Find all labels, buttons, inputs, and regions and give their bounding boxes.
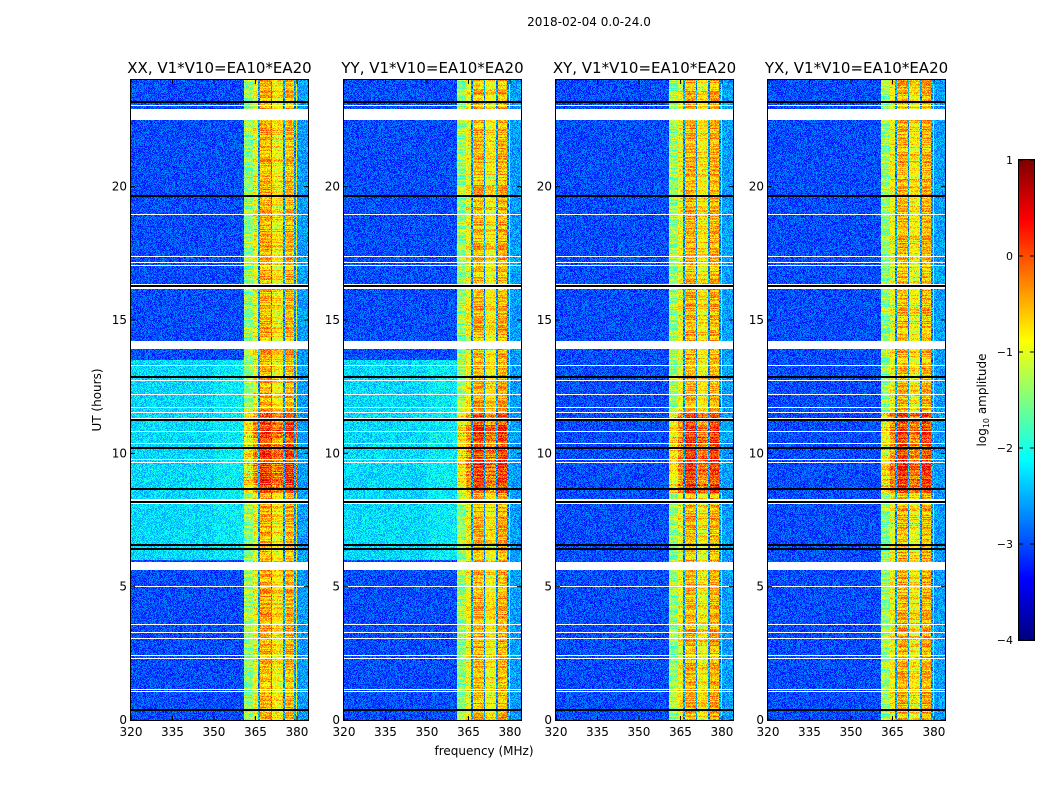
heatmap-xy [556,80,733,720]
x-tick-label: 335 [161,725,184,739]
x-tick-label: 320 [333,725,356,739]
colorbar-tick-label: −3 [997,538,1013,551]
panel-title: YY, V1*V10=EA10*EA20 [340,59,523,77]
y-tick-label: 15 [112,313,127,327]
colorbar-tick-label: −4 [997,634,1013,647]
y-tick-label: 5 [544,580,552,594]
y-tick-label: 20 [749,180,764,194]
y-tick-label: 5 [119,580,127,594]
x-tick-label: 350 [416,725,439,739]
suptitle: 2018-02-04 0.0-24.0 [527,15,651,29]
colorbar-frame [1018,159,1035,641]
y-tick-label: 5 [756,580,764,594]
x-tick-label: 320 [545,725,568,739]
x-tick-label: 350 [628,725,651,739]
y-axis-label: UT (hours) [90,368,104,431]
panel-title: XX, V1*V10=EA10*EA20 [127,59,311,77]
colorbar-tick-label: −1 [997,346,1013,359]
y-tick-label: 0 [332,713,340,727]
y-tick-label: 0 [119,713,127,727]
panel-title: XY, V1*V10=EA10*EA20 [553,59,736,77]
y-tick-label: 10 [112,446,127,460]
y-tick-label: 20 [537,180,552,194]
y-tick-label: 10 [537,446,552,460]
y-tick-label: 20 [325,180,340,194]
y-tick-label: 20 [112,180,127,194]
x-tick-label: 350 [840,725,863,739]
x-tick-label: 380 [922,725,945,739]
x-tick-label: 365 [244,725,267,739]
x-tick-label: 350 [203,725,226,739]
y-tick-label: 15 [325,313,340,327]
colorbar [1019,160,1034,640]
heatmap-xx [131,80,308,720]
y-tick-label: 15 [537,313,552,327]
panel-title: YX, V1*V10=EA10*EA20 [764,59,948,77]
panel-frame [343,79,522,721]
y-tick-label: 0 [756,713,764,727]
x-tick-label: 380 [710,725,733,739]
x-tick-label: 365 [881,725,904,739]
panel-frame [555,79,734,721]
x-tick-label: 380 [285,725,308,739]
y-tick-label: 5 [332,580,340,594]
colorbar-tick-label: 0 [1006,250,1013,263]
x-tick-label: 380 [498,725,521,739]
x-tick-label: 365 [457,725,480,739]
x-tick-label: 320 [120,725,143,739]
y-tick-label: 10 [325,446,340,460]
heatmap-yy [344,80,521,720]
x-tick-label: 320 [757,725,780,739]
x-tick-label: 335 [374,725,397,739]
colorbar-label: log10 amplitude [975,354,991,447]
colorbar-tick-label: −2 [997,442,1013,455]
y-tick-label: 15 [749,313,764,327]
y-tick-label: 0 [544,713,552,727]
y-tick-label: 10 [749,446,764,460]
panel-frame [767,79,946,721]
colorbar-tick-label: 1 [1006,154,1013,167]
heatmap-yx [768,80,945,720]
x-tick-label: 365 [669,725,692,739]
panel-frame [130,79,309,721]
x-tick-label: 335 [586,725,609,739]
x-tick-label: 335 [798,725,821,739]
x-axis-label: frequency (MHz) [434,744,533,758]
